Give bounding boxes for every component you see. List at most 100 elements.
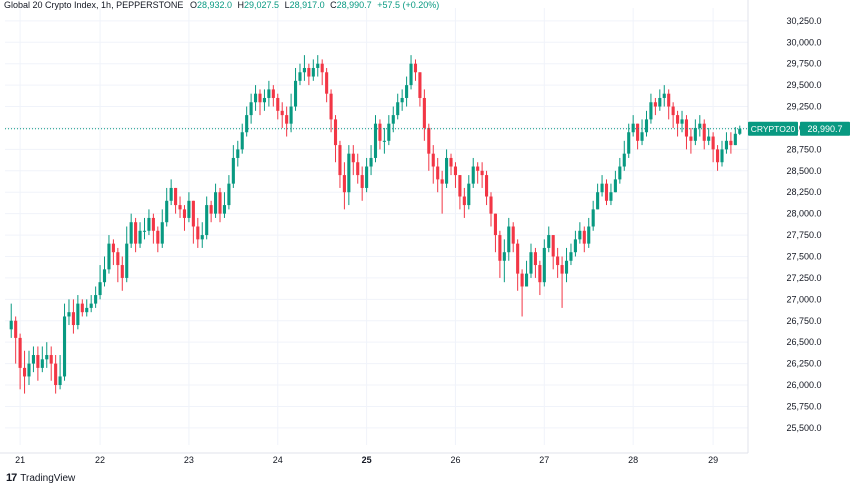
candle-body (76, 303, 80, 326)
candle-body (644, 119, 649, 133)
candle-body (622, 153, 626, 167)
y-tick-label: 28,250.0 (786, 187, 821, 197)
chart-header: Global 20 Crypto Index, 1h, PEPPERSTONE … (4, 0, 439, 10)
candle-body (471, 166, 475, 184)
last-price-badge (800, 121, 850, 136)
candle-body (45, 355, 49, 360)
candle-body (107, 243, 111, 270)
candle-body (520, 273, 524, 287)
y-tick-label: 26,000.0 (786, 380, 821, 390)
candle-body (18, 337, 22, 368)
candle-body (542, 247, 546, 283)
candle-body (14, 320, 18, 338)
candle-body (627, 132, 631, 154)
candle-body (200, 235, 204, 240)
candle-body (387, 123, 391, 141)
candle-body (396, 102, 400, 116)
last-price-label: 28,990.7 (807, 124, 842, 134)
candle-body (498, 235, 502, 261)
candle-body (711, 136, 715, 150)
candle-body (129, 222, 133, 244)
candle-body (422, 97, 426, 128)
candle-body (267, 89, 271, 98)
candle-body (22, 367, 27, 377)
candle-body (40, 359, 44, 368)
x-tick-label: 23 (184, 455, 194, 465)
candle-body (67, 312, 71, 317)
candle-body (653, 102, 657, 107)
candle-body (298, 72, 302, 81)
candle-body (285, 115, 289, 124)
candle-body (467, 183, 471, 206)
change-value: +57.5 (+0.20%) (377, 0, 440, 10)
candle-body (89, 303, 93, 308)
candle-body (556, 256, 560, 266)
candle-body (205, 205, 209, 236)
candle-body (707, 136, 711, 141)
candle-body (729, 140, 733, 146)
y-tick-label: 28,750.0 (786, 144, 821, 154)
candle-body (71, 312, 75, 326)
tradingview-logo[interactable]: 17 TradingView (6, 472, 75, 484)
x-tick-label: 27 (539, 455, 549, 465)
y-tick-label: 27,750.0 (786, 230, 821, 240)
candle-body (369, 157, 373, 167)
candle-body (724, 140, 729, 150)
candle-body (578, 230, 582, 240)
candle-body (507, 226, 511, 253)
candle-body (431, 153, 435, 167)
y-tick-label: 29,250.0 (786, 102, 821, 112)
candle-body (151, 217, 155, 231)
candle-body (165, 200, 169, 223)
candle-body (94, 295, 98, 304)
candle-body (573, 239, 577, 253)
candle-body (80, 303, 84, 313)
candle-body (480, 170, 484, 176)
y-tick-label: 30,000.0 (786, 37, 821, 47)
candle-body (333, 119, 338, 146)
candle-body (316, 63, 320, 68)
candle-body (356, 162, 360, 176)
candle-body (231, 157, 235, 184)
candle-body (249, 102, 253, 116)
candle-body (9, 320, 13, 330)
candle-body (320, 63, 324, 73)
candle-body (587, 226, 591, 244)
y-tick-label: 28,000.0 (786, 209, 821, 219)
candle-body (667, 93, 671, 107)
candle-body (400, 97, 404, 103)
candle-body (325, 72, 329, 94)
candle-body (418, 72, 422, 98)
candle-body (445, 157, 449, 184)
candle-body (413, 63, 418, 73)
candle-body (547, 235, 551, 248)
candle-body (342, 175, 346, 193)
candle-body (222, 205, 227, 214)
candle-body (142, 230, 147, 232)
candle-body (174, 187, 178, 206)
candle-body (276, 97, 280, 111)
candle-body (569, 252, 573, 261)
candle-body (293, 80, 298, 107)
symbol-badge (748, 121, 798, 136)
low-label: L (284, 0, 290, 10)
candle-body (458, 175, 462, 197)
candle-body (609, 192, 613, 201)
candle-body (427, 127, 431, 154)
candle-body (311, 67, 315, 77)
candle-body (604, 183, 609, 201)
tradingview-logo-text: TradingView (20, 472, 76, 484)
candle-body (360, 175, 364, 188)
x-tick-label: 25 (362, 455, 372, 465)
candle-body (680, 119, 684, 124)
candle-body (511, 226, 515, 244)
candle-body (134, 222, 138, 244)
y-tick-label: 26,500.0 (786, 337, 821, 347)
y-tick-label: 27,000.0 (786, 294, 821, 304)
candle-body (307, 67, 311, 77)
candle-body (62, 316, 67, 377)
candle-body (182, 209, 187, 218)
symbol-title: Global 20 Crypto Index, 1h, PEPPERSTONE (4, 0, 184, 10)
candle-body (245, 115, 249, 133)
